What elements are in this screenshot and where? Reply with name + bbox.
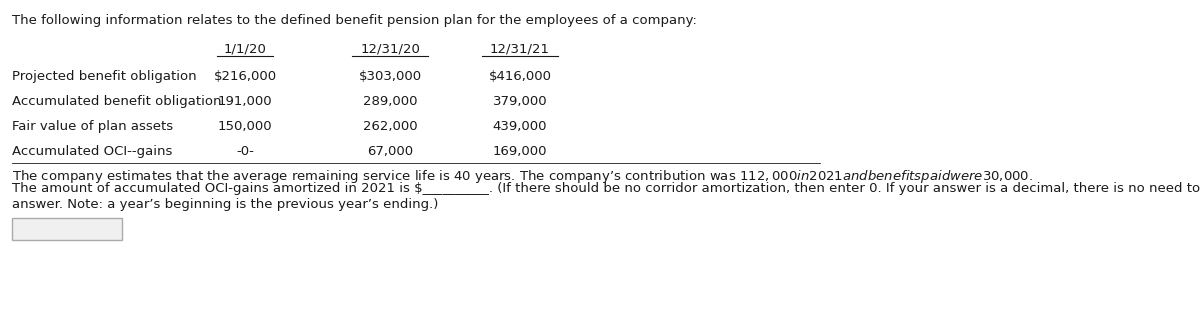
Text: 439,000: 439,000 xyxy=(493,120,547,133)
Text: 191,000: 191,000 xyxy=(217,95,272,108)
Text: answer. Note: a year’s beginning is the previous year’s ending.): answer. Note: a year’s beginning is the … xyxy=(12,198,438,211)
Text: Accumulated OCI--gains: Accumulated OCI--gains xyxy=(12,145,173,158)
Text: -0-: -0- xyxy=(236,145,254,158)
Text: 1/1/20: 1/1/20 xyxy=(223,42,266,55)
Text: 150,000: 150,000 xyxy=(217,120,272,133)
Text: The following information relates to the defined benefit pension plan for the em: The following information relates to the… xyxy=(12,14,697,27)
Text: Projected benefit obligation: Projected benefit obligation xyxy=(12,70,197,83)
Text: $303,000: $303,000 xyxy=(359,70,421,83)
Text: Accumulated benefit obligation: Accumulated benefit obligation xyxy=(12,95,222,108)
Text: $216,000: $216,000 xyxy=(214,70,276,83)
Text: 12/31/21: 12/31/21 xyxy=(490,42,550,55)
Text: Fair value of plan assets: Fair value of plan assets xyxy=(12,120,173,133)
Text: 379,000: 379,000 xyxy=(493,95,547,108)
Text: The amount of accumulated OCI-gains amortized in 2021 is $__________. (If there : The amount of accumulated OCI-gains amor… xyxy=(12,182,1200,195)
Text: 169,000: 169,000 xyxy=(493,145,547,158)
Text: 67,000: 67,000 xyxy=(367,145,413,158)
Text: $416,000: $416,000 xyxy=(488,70,552,83)
FancyBboxPatch shape xyxy=(12,218,122,240)
Text: The company estimates that the average remaining service life is 40 years. The c: The company estimates that the average r… xyxy=(12,168,1033,185)
Text: 262,000: 262,000 xyxy=(362,120,418,133)
Text: 12/31/20: 12/31/20 xyxy=(360,42,420,55)
Text: 289,000: 289,000 xyxy=(362,95,418,108)
